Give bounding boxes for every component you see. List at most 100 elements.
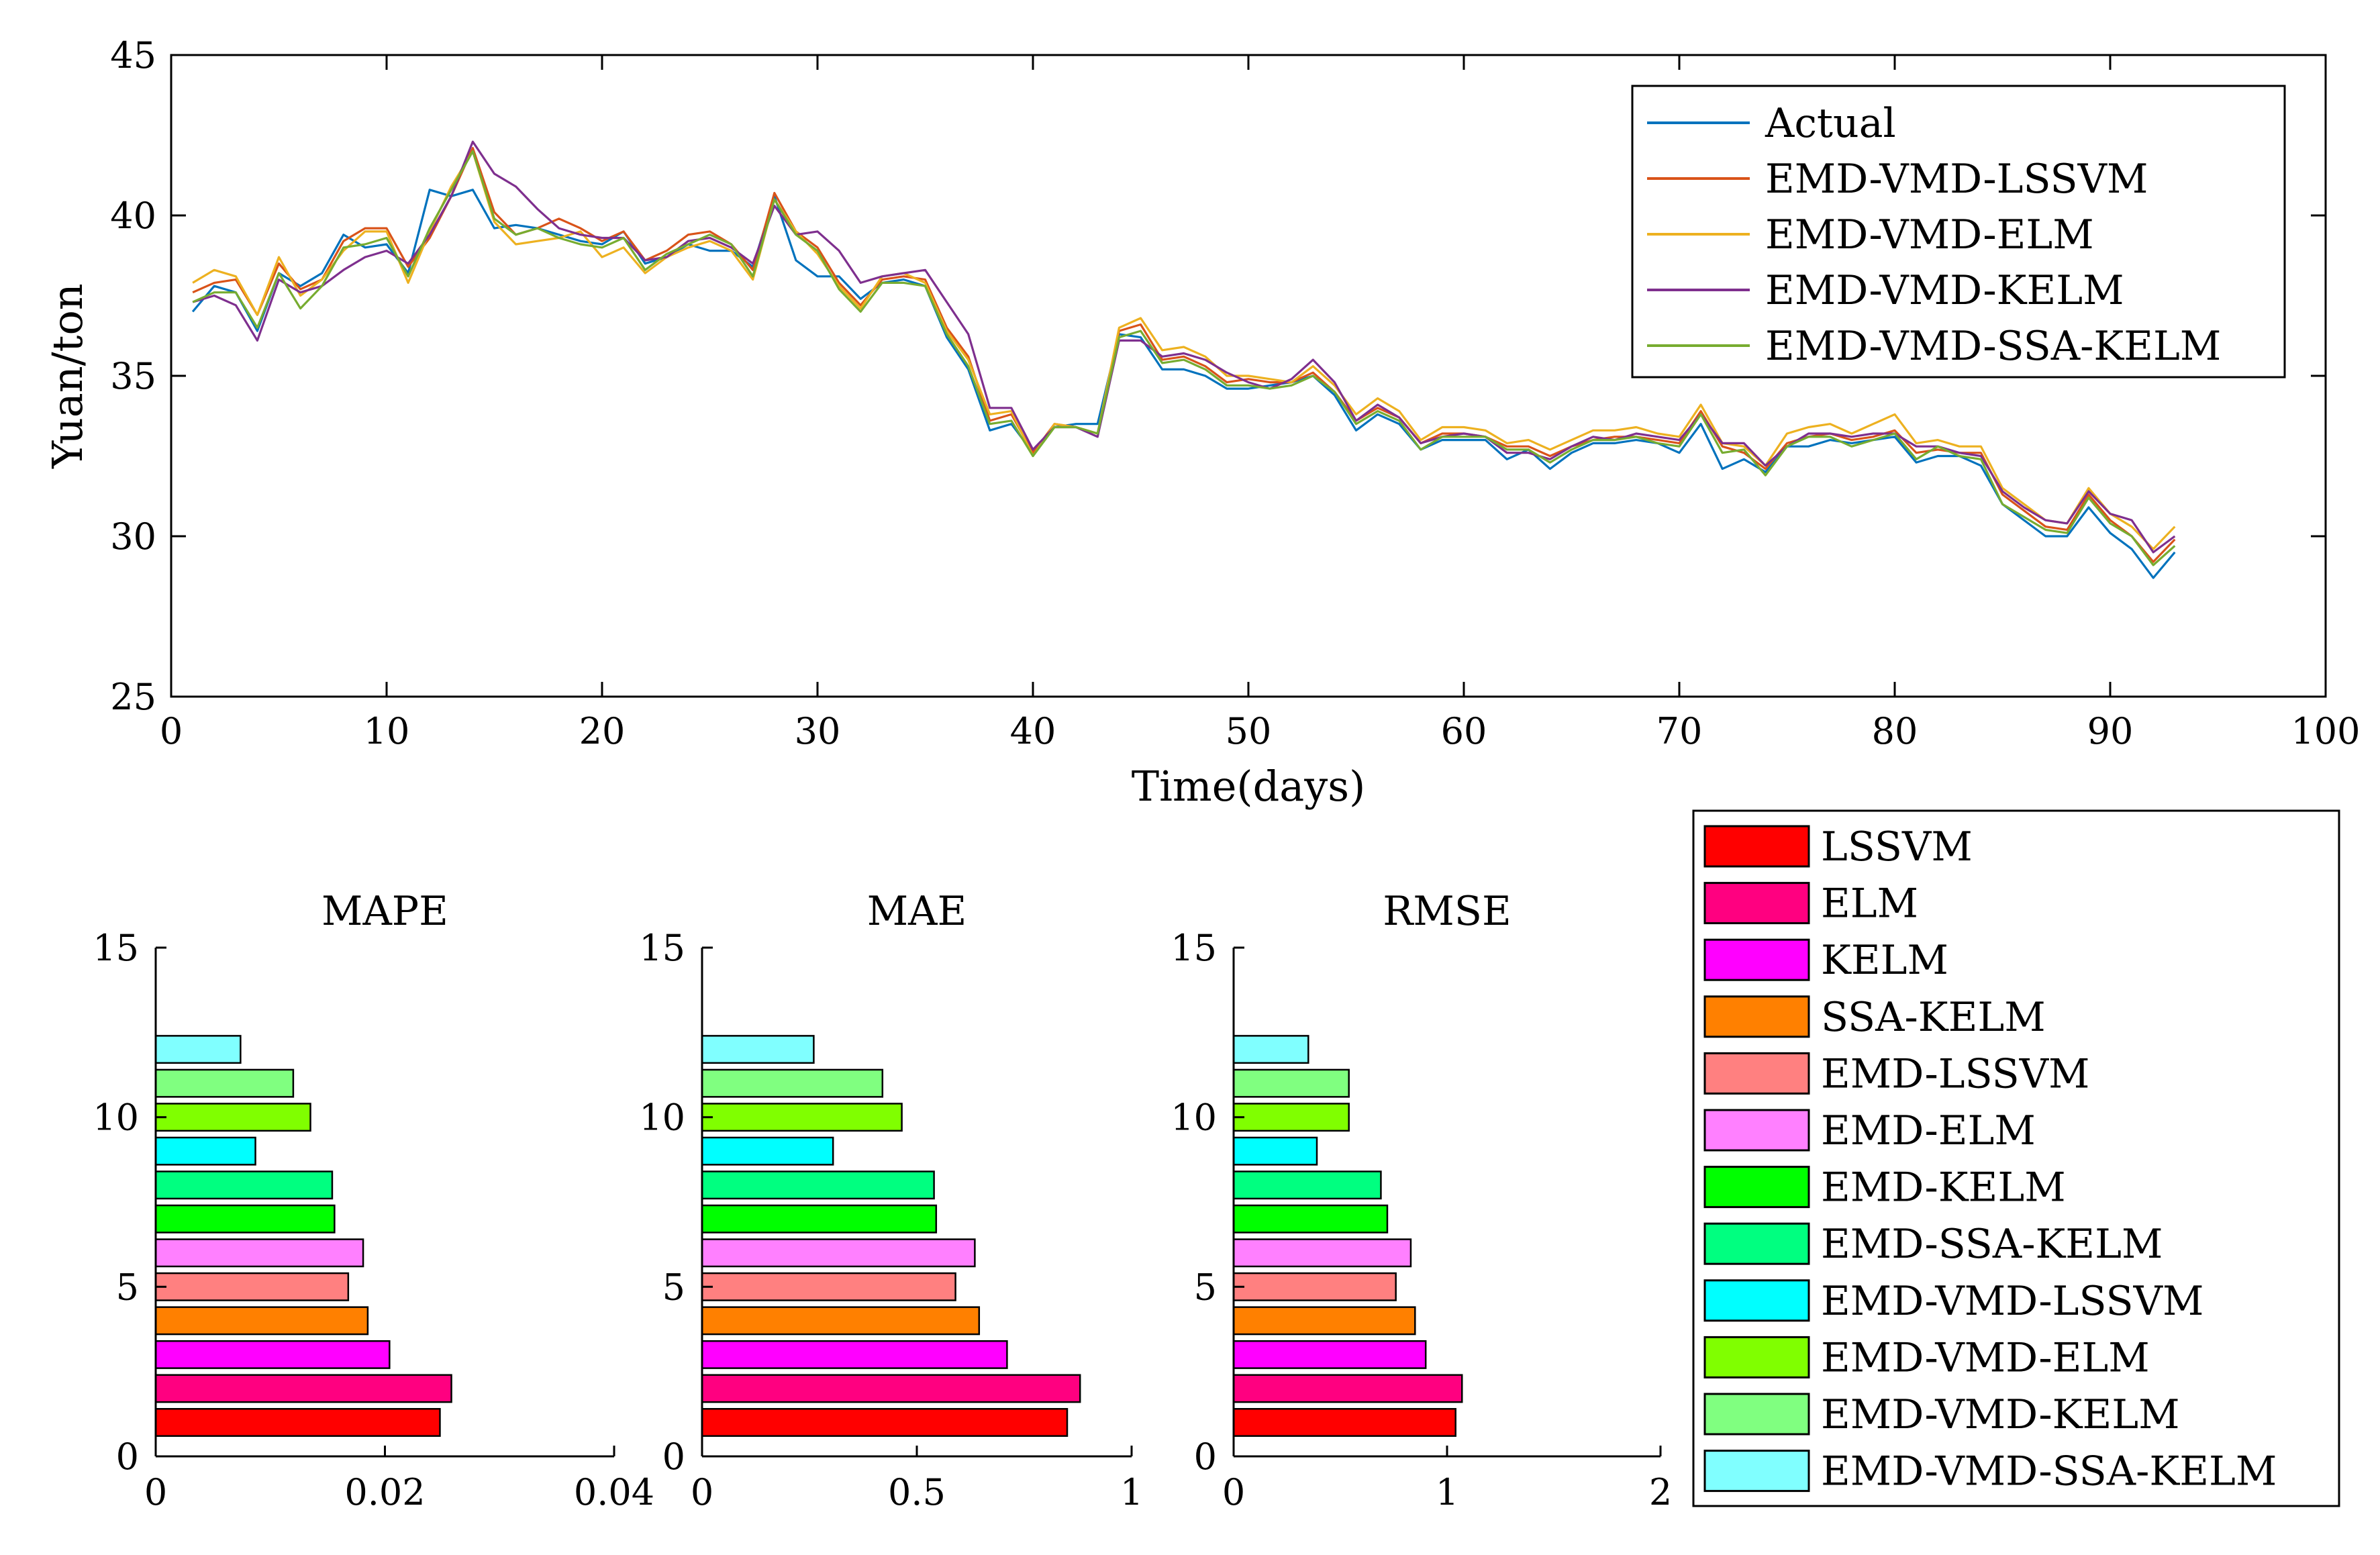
x-tick-label: 0.04 — [574, 1471, 654, 1513]
bar-legend-swatch-6 — [1703, 1166, 1810, 1209]
x-tick-label: 30 — [795, 710, 841, 752]
bar-legend-swatch-10 — [1703, 1393, 1810, 1436]
bar-emd-elm — [154, 1238, 364, 1268]
bar-emd-vmd-lssvm — [701, 1136, 834, 1166]
bar-legend-label-5: EMD-ELM — [1821, 1107, 2036, 1154]
x-tick-label: 2 — [1649, 1471, 1672, 1513]
x-tick-label: 60 — [1441, 710, 1487, 752]
bar-legend-label-7: EMD-SSA-KELM — [1821, 1221, 2163, 1268]
bar-lssvm — [154, 1408, 441, 1437]
y-tick-label: 25 — [110, 676, 156, 718]
bar-emd-vmd-kelm — [701, 1068, 884, 1098]
y-tick-label: 10 — [1171, 1097, 1217, 1139]
bar-emd-vmd-kelm — [1232, 1068, 1350, 1098]
price-line-chart: 0 10 20 30 40 50 60 70 80 90 100 25 30 35 40 45 Time(day… — [43, 34, 2361, 811]
x-tick-label: 0.02 — [344, 1471, 425, 1513]
legend-label-1: EMD-VMD-LSSVM — [1765, 156, 2148, 203]
bar-elm — [154, 1374, 452, 1403]
bar-legend-swatch-4 — [1703, 1052, 1810, 1095]
y-tick-label: 5 — [662, 1266, 685, 1308]
y-tick-label: 5 — [116, 1266, 139, 1308]
bar-legend-swatch-0 — [1703, 825, 1810, 868]
y-tick-label: 5 — [1194, 1266, 1217, 1308]
x-tick-label: 90 — [2087, 710, 2134, 752]
y-tick-label: 0 — [1194, 1436, 1217, 1478]
x-tick-label: 40 — [1010, 710, 1056, 752]
x-tick-label: 0 — [160, 710, 183, 752]
bar-legend-label-3: SSA-KELM — [1821, 994, 2046, 1041]
y-tick-label: 10 — [93, 1097, 139, 1139]
bar-legend-label-2: KELM — [1821, 937, 1948, 984]
y-tick-label: 45 — [110, 34, 156, 77]
bar-legend-swatch-9 — [1703, 1336, 1810, 1378]
bar-emd-vmd-elm — [154, 1103, 311, 1132]
bar-emd-ssa-kelm — [701, 1170, 935, 1200]
bar-emd-vmd-ssa-kelm — [701, 1035, 815, 1064]
x-tick-label: 20 — [579, 710, 626, 752]
bar-emd-vmd-kelm — [154, 1068, 295, 1098]
legend-label-2: EMD-VMD-ELM — [1765, 211, 2094, 258]
bar-legend-label-1: ELM — [1821, 881, 1918, 927]
bar-lssvm — [701, 1408, 1069, 1437]
x-axis-label: Time(days) — [1132, 762, 1366, 811]
bar-legend-swatch-8 — [1703, 1279, 1810, 1322]
bar-kelm — [1232, 1340, 1427, 1369]
bar-legend-box — [1692, 809, 2340, 1507]
bar-kelm — [154, 1340, 391, 1369]
x-tick-label: 1 — [1120, 1471, 1143, 1513]
bar-emd-vmd-elm — [701, 1103, 903, 1132]
bar-emd-elm — [701, 1238, 976, 1268]
x-tick-label: 70 — [1656, 710, 1703, 752]
bar-emd-vmd-lssvm — [154, 1136, 256, 1166]
bar-emd-kelm — [154, 1204, 336, 1234]
y-tick-label: 0 — [662, 1436, 685, 1478]
bar-emd-vmd-ssa-kelm — [1232, 1035, 1309, 1064]
x-tick-label: 0 — [144, 1471, 167, 1513]
bar-lssvm — [1232, 1408, 1456, 1437]
x-tick-label: 0.5 — [888, 1471, 946, 1513]
bar-legend-swatch-7 — [1703, 1222, 1810, 1265]
x-tick-label: 80 — [1872, 710, 1918, 752]
series-line-3 — [192, 140, 2176, 554]
bar-emd-ssa-kelm — [154, 1170, 334, 1200]
bar-elm — [1232, 1374, 1463, 1403]
y-tick-label: 15 — [93, 927, 139, 969]
bar-legend-label-9: EMD-VMD-ELM — [1821, 1334, 2150, 1381]
y-tick-label: 10 — [639, 1097, 685, 1139]
series-line-4 — [192, 150, 2176, 566]
bar-legend-swatch-2 — [1703, 938, 1810, 981]
bar-emd-elm — [1232, 1238, 1412, 1268]
chart-title: RMSE — [1383, 888, 1511, 935]
x-tick-label: 0 — [1222, 1471, 1245, 1513]
chart-title: MAPE — [321, 888, 448, 935]
y-tick-label: 30 — [110, 515, 156, 558]
bar-emd-vmd-elm — [1232, 1103, 1350, 1132]
y-tick-label: 15 — [639, 927, 685, 969]
chart-title: MAE — [867, 888, 967, 935]
bar-chart-legend: LSSVM ELM KELM SSA-KELM EMD-LSSVM EMD-ELM EMD-… — [1692, 809, 2340, 1507]
bar-emd-vmd-lssvm — [1232, 1136, 1318, 1166]
bar-legend-label-10: EMD-VMD-KELM — [1821, 1391, 2180, 1438]
bar-emd-lssvm — [154, 1272, 350, 1301]
y-axis-label: Yuan/ton — [43, 283, 92, 468]
series-line-2 — [192, 150, 2176, 550]
legend-label-0: Actual — [1765, 100, 1896, 147]
y-tick-label: 40 — [110, 195, 156, 237]
y-tick-label: 35 — [110, 355, 156, 397]
y-tick-label: 15 — [1171, 927, 1217, 969]
bar-ssa-kelm — [154, 1306, 369, 1336]
bar-emd-vmd-ssa-kelm — [154, 1035, 242, 1064]
bar-elm — [701, 1374, 1081, 1403]
bar-ssa-kelm — [1232, 1306, 1416, 1336]
bar-legend-label-0: LSSVM — [1821, 823, 1973, 870]
bar-emd-lssvm — [701, 1272, 956, 1301]
bar-legend-label-4: EMD-LSSVM — [1821, 1050, 2090, 1097]
bar-legend-swatch-1 — [1703, 882, 1810, 925]
bar-kelm — [701, 1340, 1008, 1369]
legend-label-4: EMD-VMD-SSA-KELM — [1765, 323, 2221, 370]
bar-ssa-kelm — [701, 1306, 981, 1336]
rmse-bar-chart: 0 1 2 0 5 10 15 RMSE — [1171, 888, 1672, 1513]
bar-legend-label-8: EMD-VMD-LSSVM — [1821, 1278, 2203, 1325]
